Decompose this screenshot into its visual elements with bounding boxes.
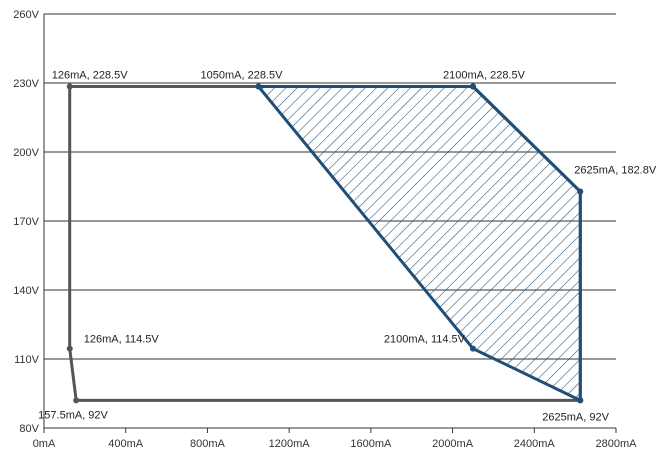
y-tick-label: 200V [13,147,39,159]
x-tick-label: 400mA [108,438,144,450]
point-annotation: 1050mA, 228.5V [201,69,284,81]
data-point [66,83,73,90]
data-point [577,397,584,404]
y-tick-label: 80V [19,423,39,435]
point-annotation: 2100mA, 228.5V [443,69,526,81]
y-tick-label: 110V [14,354,40,366]
x-tick-label: 2000mA [432,438,474,450]
data-point [577,188,584,195]
point-annotation: 126mA, 228.5V [52,69,128,81]
data-point [470,345,476,352]
point-annotation: 2625mA, 92V [542,411,609,423]
x-tick-label: 1600mA [350,438,392,450]
y-tick-label: 230V [13,78,39,90]
x-tick-label: 800mA [190,438,226,450]
y-tick-label: 260V [13,9,39,21]
y-tick-label: 170V [13,216,39,228]
data-point [255,83,262,90]
x-tick-label: 0mA [33,438,56,450]
x-tick-label: 2400mA [514,438,556,450]
point-annotation: 126mA, 114.5V [84,334,160,346]
point-annotation: 2625mA, 182.8V [574,165,657,177]
x-tick-label: 1200mA [269,438,311,450]
point-annotation: 2100mA, 114.5V [384,334,466,346]
data-point [470,83,476,90]
data-point [66,345,73,352]
x-tick-label: 2800mA [596,438,638,450]
point-annotation: 157.5mA, 92V [38,409,108,421]
data-point [73,397,80,404]
y-tick-label: 140V [13,285,39,297]
hatched-region [257,85,582,402]
